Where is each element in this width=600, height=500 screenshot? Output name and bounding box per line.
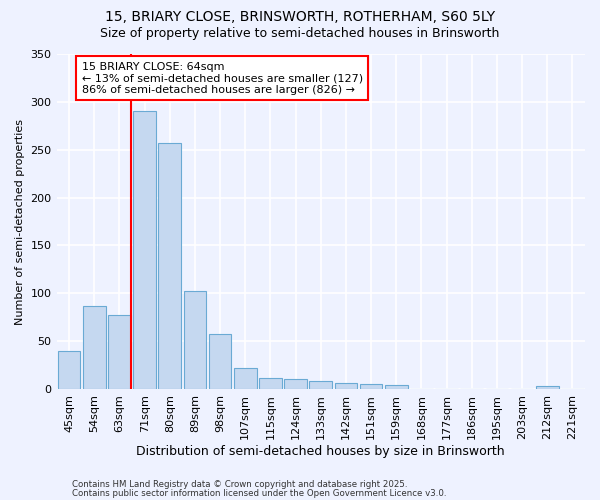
Bar: [284, 378, 307, 389]
Bar: [385, 386, 407, 389]
Bar: [83, 306, 106, 389]
Text: Size of property relative to semi-detached houses in Brinsworth: Size of property relative to semi-detach…: [100, 28, 500, 40]
Bar: [234, 368, 257, 389]
Text: Contains public sector information licensed under the Open Government Licence v3: Contains public sector information licen…: [72, 488, 446, 498]
Text: 15, BRIARY CLOSE, BRINSWORTH, ROTHERHAM, S60 5LY: 15, BRIARY CLOSE, BRINSWORTH, ROTHERHAM,…: [105, 10, 495, 24]
Bar: [58, 351, 80, 389]
Bar: [108, 316, 131, 389]
Bar: [536, 386, 559, 389]
Bar: [184, 292, 206, 389]
Bar: [209, 334, 232, 389]
Bar: [360, 384, 382, 389]
Text: 15 BRIARY CLOSE: 64sqm
← 13% of semi-detached houses are smaller (127)
86% of se: 15 BRIARY CLOSE: 64sqm ← 13% of semi-det…: [82, 62, 363, 95]
Bar: [310, 382, 332, 389]
Text: Contains HM Land Registry data © Crown copyright and database right 2025.: Contains HM Land Registry data © Crown c…: [72, 480, 407, 489]
Bar: [335, 384, 357, 389]
Bar: [133, 112, 156, 389]
Bar: [259, 378, 282, 389]
Bar: [158, 143, 181, 389]
X-axis label: Distribution of semi-detached houses by size in Brinsworth: Distribution of semi-detached houses by …: [136, 444, 505, 458]
Y-axis label: Number of semi-detached properties: Number of semi-detached properties: [15, 118, 25, 324]
